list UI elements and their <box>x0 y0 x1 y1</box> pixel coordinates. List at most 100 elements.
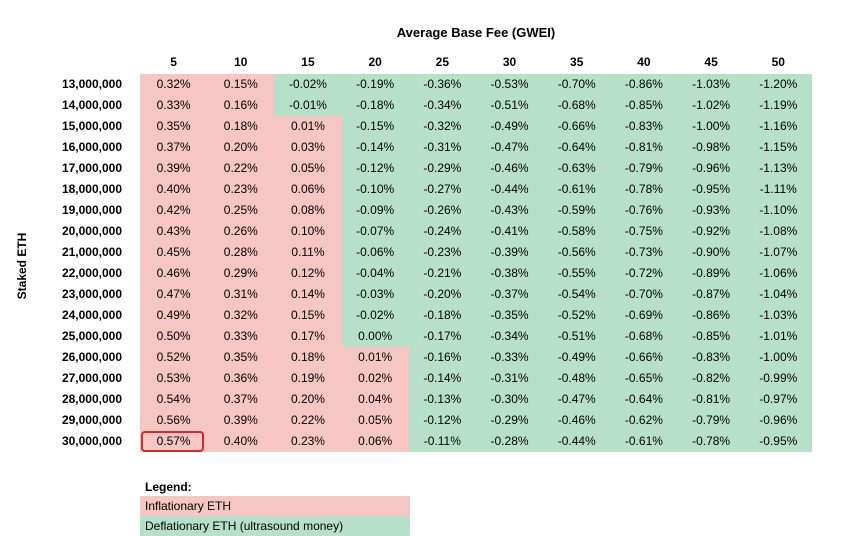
column-header-5: 5 <box>170 54 177 69</box>
heatmap-cell: 0.40% <box>207 431 275 452</box>
heatmap-cell: 0.23% <box>207 179 275 200</box>
heatmap-row: 20,000,000 0.43% 0.26% 0.10% -0.07% -0.24% -0.… <box>42 221 812 242</box>
heatmap-cell: -1.13% <box>744 158 812 179</box>
column-header-45: 45 <box>704 54 718 69</box>
heatmap-cell: -0.09% <box>341 200 409 221</box>
heatmap-cell: 0.15% <box>207 74 275 95</box>
heatmap-cell: -0.70% <box>610 284 678 305</box>
column-header-15: 15 <box>301 54 315 69</box>
row-label: 26,000,000 <box>61 350 122 364</box>
heatmap-cell: -1.06% <box>744 263 812 284</box>
heatmap-cell: 0.25% <box>207 200 275 221</box>
heatmap-cell: 0.14% <box>274 284 342 305</box>
heatmap-cell: -0.68% <box>543 95 611 116</box>
heatmap-cell: -0.34% <box>475 326 544 347</box>
heatmap-cell: -0.43% <box>475 200 544 221</box>
heatmap-cell: -0.32% <box>408 116 476 137</box>
heatmap-cell: 0.56% <box>140 410 208 431</box>
heatmap-cell: -0.44% <box>475 179 544 200</box>
heatmap-row: 17,000,000 0.39% 0.22% 0.05% -0.12% -0.29% -0.… <box>42 158 812 179</box>
heatmap-cell: 0.36% <box>207 368 275 389</box>
heatmap-cell: -0.47% <box>543 389 611 410</box>
heatmap-cell: -0.31% <box>408 137 476 158</box>
heatmap-cell: -1.00% <box>744 347 812 368</box>
heatmap-cell: -0.41% <box>475 221 544 242</box>
heatmap-cell: -0.86% <box>677 305 745 326</box>
heatmap-cell: 0.28% <box>207 242 275 263</box>
heatmap-cell: -0.48% <box>543 368 611 389</box>
heatmap-cell: -1.10% <box>744 200 812 221</box>
heatmap-cell: -0.92% <box>677 221 745 242</box>
row-label: 17,000,000 <box>61 161 122 175</box>
heatmap-cell: -0.38% <box>475 263 544 284</box>
heatmap-cell: -0.51% <box>543 326 611 347</box>
heatmap-row: 27,000,000 0.53% 0.36% 0.19% 0.02% -0.14% -0.3… <box>42 368 812 389</box>
heatmap-cell: -0.79% <box>677 410 745 431</box>
row-label: 20,000,000 <box>61 224 122 238</box>
row-label: 13,000,000 <box>61 77 122 91</box>
corner-cell <box>42 50 140 74</box>
heatmap-cell: -1.00% <box>677 116 745 137</box>
row-label: 15,000,000 <box>61 119 122 133</box>
heatmap-cell: -0.76% <box>610 200 678 221</box>
heatmap-cell: 0.47% <box>140 284 208 305</box>
heatmap-cell: 0.18% <box>274 347 342 368</box>
heatmap-row: 30,000,000 0.57% 0.40% 0.23% 0.06% -0.11% -0.2… <box>42 431 812 452</box>
heatmap-cell: 0.40% <box>140 179 208 200</box>
heatmap-cell: -0.52% <box>543 305 611 326</box>
heatmap-body: 13,000,000 0.32% 0.15% -0.02% -0.19% -0.36% -0… <box>42 74 812 452</box>
heatmap-cell: -0.19% <box>341 74 409 95</box>
heatmap-cell: 0.39% <box>207 410 275 431</box>
heatmap-cell: -0.54% <box>543 284 611 305</box>
heatmap-cell: -0.27% <box>408 179 476 200</box>
y-axis-title: Staked ETH <box>15 232 29 300</box>
heatmap-cell: -0.46% <box>543 410 611 431</box>
heatmap-cell: -1.19% <box>744 95 812 116</box>
heatmap-cell: -1.15% <box>744 137 812 158</box>
heatmap-cell: -0.29% <box>475 410 544 431</box>
heatmap-cell: -0.63% <box>543 158 611 179</box>
heatmap-cell: -0.93% <box>677 200 745 221</box>
heatmap-cell: -0.02% <box>274 74 342 95</box>
row-label: 14,000,000 <box>61 98 122 112</box>
heatmap-cell: 0.05% <box>274 158 342 179</box>
heatmap-cell: -0.24% <box>408 221 476 242</box>
row-label: 28,000,000 <box>61 392 122 406</box>
heatmap-cell: 0.08% <box>274 200 342 221</box>
heatmap-cell: -0.18% <box>408 305 476 326</box>
heatmap-cell: -0.59% <box>543 200 611 221</box>
heatmap-cell: -0.46% <box>475 158 544 179</box>
heatmap-cell: 0.35% <box>140 116 208 137</box>
heatmap-cell: -0.87% <box>677 284 745 305</box>
row-label: 25,000,000 <box>61 329 122 343</box>
heatmap-cell: -0.12% <box>341 158 409 179</box>
heatmap-row: 14,000,000 0.33% 0.16% -0.01% -0.18% -0.34% -0… <box>42 95 812 116</box>
heatmap-cell: -0.44% <box>543 431 611 452</box>
heatmap-cell: -0.86% <box>610 74 678 95</box>
heatmap-cell: -0.20% <box>408 284 476 305</box>
heatmap-row: 15,000,000 0.35% 0.18% 0.01% -0.15% -0.32% -0.… <box>42 116 812 137</box>
heatmap-cell: 0.53% <box>140 368 208 389</box>
heatmap-row: 19,000,000 0.42% 0.25% 0.08% -0.09% -0.26% -0.… <box>42 200 812 221</box>
heatmap-cell: 0.10% <box>274 221 342 242</box>
heatmap-cell: -0.72% <box>610 263 678 284</box>
heatmap-cell: -0.39% <box>475 242 544 263</box>
heatmap-cell: 0.16% <box>207 95 275 116</box>
heatmap-cell: 0.33% <box>207 326 275 347</box>
legend-item-deflationary: Deflationary ETH (ultrasound money) <box>140 516 410 536</box>
heatmap-cell: -0.81% <box>610 137 678 158</box>
column-header-10: 10 <box>234 54 248 69</box>
heatmap-cell: -0.14% <box>341 137 409 158</box>
heatmap-cell: -0.82% <box>677 368 745 389</box>
heatmap-cell: 0.01% <box>274 116 342 137</box>
heatmap-cell: 0.15% <box>274 305 342 326</box>
legend-item-inflationary: Inflationary ETH <box>140 496 410 516</box>
heatmap-cell: -0.83% <box>610 116 678 137</box>
heatmap-cell: -0.53% <box>475 74 544 95</box>
heatmap-cell: -0.26% <box>408 200 476 221</box>
heatmap-cell: -0.31% <box>475 368 544 389</box>
heatmap-cell: -0.99% <box>744 368 812 389</box>
heatmap-cell: -0.69% <box>610 305 678 326</box>
heatmap-cell: 0.29% <box>207 263 275 284</box>
heatmap-cell: -1.02% <box>677 95 745 116</box>
